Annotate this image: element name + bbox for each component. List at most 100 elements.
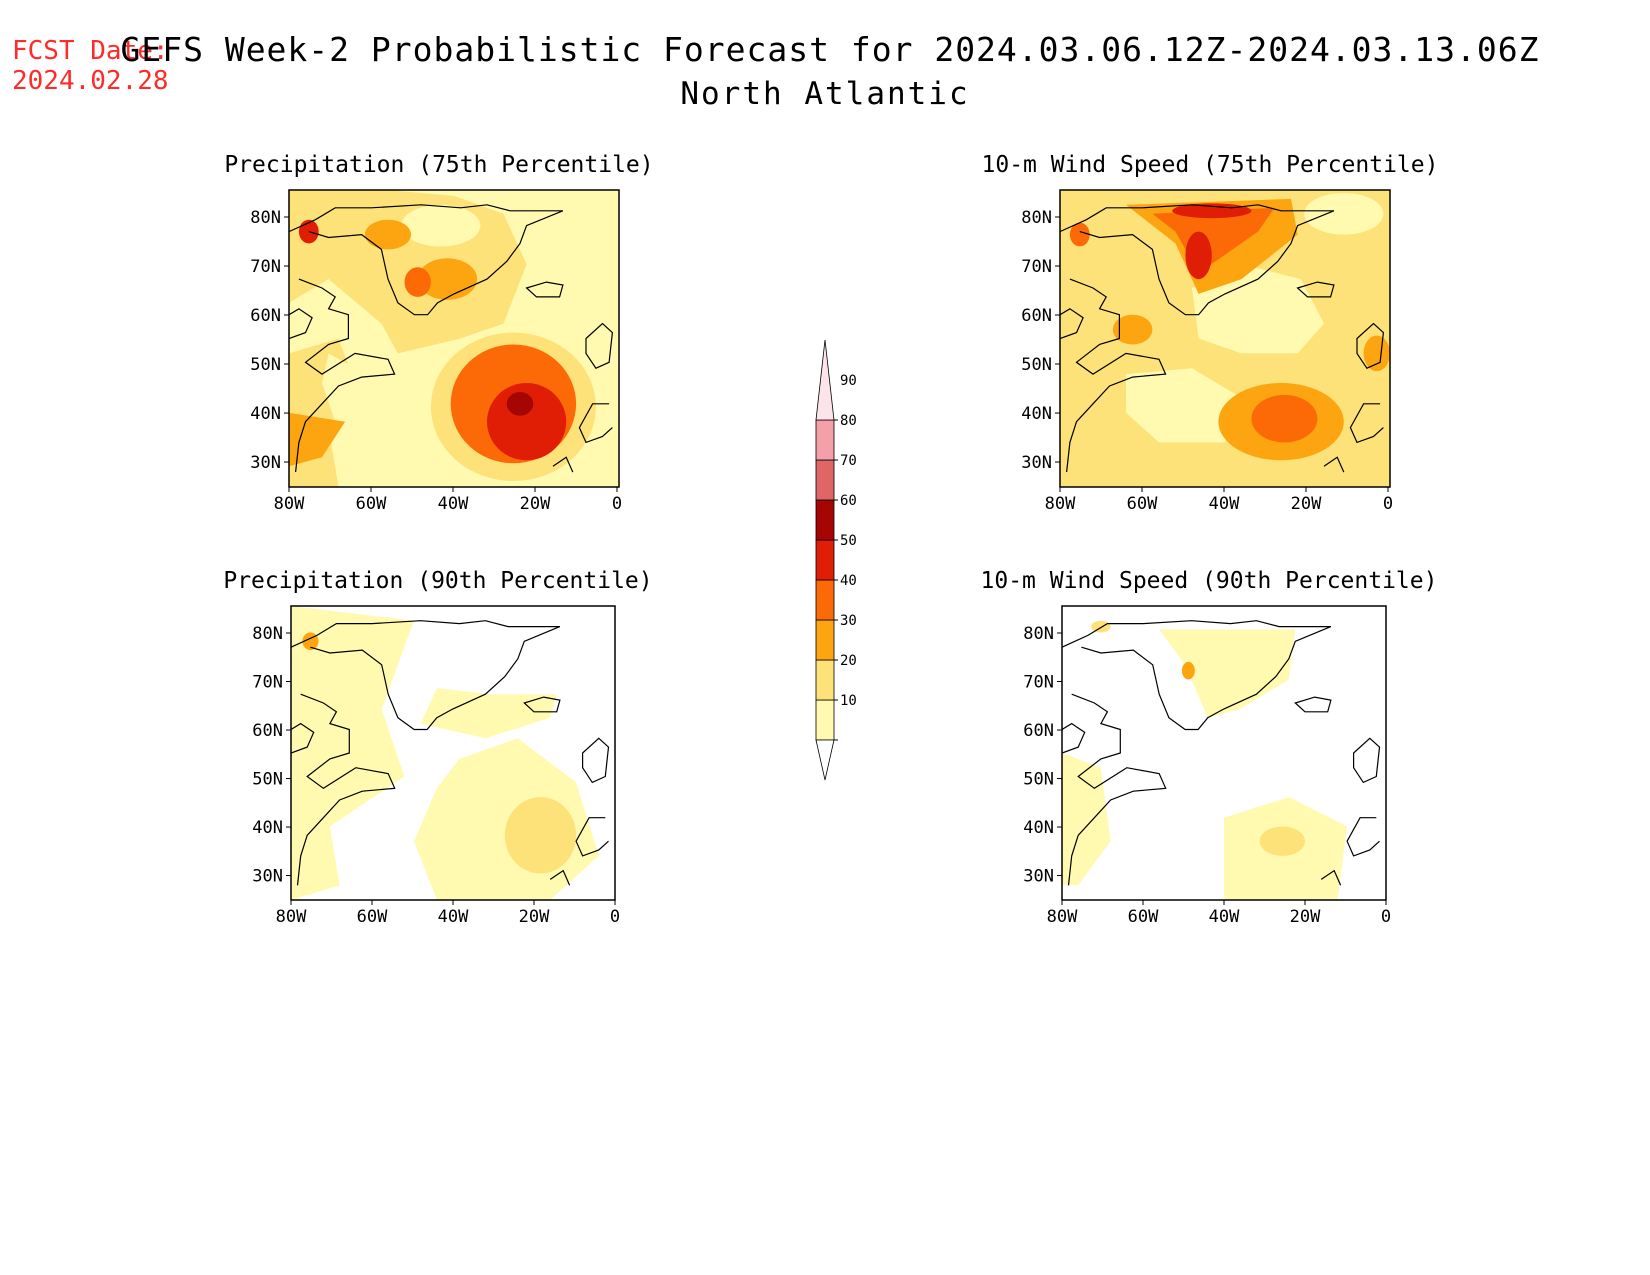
- lat-label: 80N: [252, 624, 283, 644]
- coastline: [1323, 456, 1345, 473]
- lon-label: 60W: [356, 494, 387, 514]
- lon-label: 40W: [1209, 494, 1240, 514]
- contour-fill: [291, 606, 415, 900]
- colorbar-swatch: [815, 499, 835, 541]
- probability-field: [289, 190, 619, 487]
- colorbar-swatch: [815, 739, 835, 781]
- colorbar-swatch: [815, 459, 835, 501]
- contour-fill: [298, 219, 319, 244]
- coastline: [1066, 278, 1167, 473]
- coastlines: [291, 620, 610, 886]
- contour-fill: [1251, 394, 1318, 443]
- lon-label: 0: [1383, 494, 1393, 514]
- contour-fill: [364, 219, 412, 250]
- contour-fill: [504, 797, 577, 874]
- lon-label: 40W: [1209, 907, 1240, 927]
- coastline: [585, 322, 614, 369]
- map-panel-4: 10-m Wind Speed (90th Percentile) 80N 70N 6…: [981, 568, 1438, 927]
- lon-label: 0: [610, 907, 620, 927]
- lat-label: 70N: [1021, 257, 1052, 277]
- lon-label: 20W: [1290, 907, 1321, 927]
- lat-label: 70N: [250, 257, 281, 277]
- contour-fill: [1152, 207, 1275, 274]
- coastline: [552, 456, 574, 473]
- coastline: [523, 696, 561, 713]
- lat-label: 30N: [250, 453, 281, 473]
- panel-title: Precipitation (90th Percentile): [223, 568, 652, 594]
- colorbar-label: 40: [840, 573, 857, 589]
- lon-label: 40W: [438, 494, 469, 514]
- coastlines: [289, 204, 614, 473]
- contour-fill: [1363, 335, 1390, 372]
- probability-field: [1062, 606, 1386, 900]
- fcst-date-value: 2024.02.28: [12, 66, 169, 96]
- coastline: [1346, 817, 1380, 857]
- lat-label: 60N: [1021, 306, 1052, 326]
- colorbar-label: 80: [840, 413, 857, 429]
- contour-fill: [401, 204, 481, 247]
- lat-label: 30N: [252, 867, 283, 887]
- coastline: [289, 204, 564, 316]
- coastline: [582, 737, 610, 784]
- contour-fill: [1091, 620, 1111, 633]
- colorbar-swatch: [815, 699, 835, 741]
- map-panel-2: 10-m Wind Speed (75th Percentile) 80N 70N 6…: [982, 152, 1439, 514]
- coastline: [296, 693, 396, 886]
- coastline: [1062, 620, 1332, 731]
- coastline: [1067, 693, 1167, 886]
- contour-fill: [1126, 368, 1242, 443]
- colorbar-label: 20: [840, 653, 857, 669]
- coastline: [1294, 696, 1332, 713]
- lat-label: 60N: [250, 306, 281, 326]
- contour-fill: [1172, 203, 1252, 219]
- probability-field: [1060, 190, 1390, 487]
- colorbar-label: 10: [840, 693, 857, 709]
- probability-field: [291, 606, 615, 900]
- lon-label: 60W: [1127, 494, 1158, 514]
- colorbar-label: 70: [840, 453, 857, 469]
- lon-label: 40W: [438, 907, 469, 927]
- lat-label: 60N: [1023, 721, 1054, 741]
- colorbar-swatch: [815, 619, 835, 661]
- contour-fill: [1159, 629, 1296, 718]
- figure-subtitle: North Atlantic: [680, 76, 970, 112]
- lon-label: 80W: [1047, 907, 1078, 927]
- coastlines: [1062, 620, 1381, 886]
- contour-fill: [506, 391, 534, 416]
- contour-fill: [404, 267, 431, 297]
- panel-title: 10-m Wind Speed (75th Percentile): [982, 152, 1439, 178]
- colorbar-label: 50: [840, 533, 857, 549]
- coastline: [1356, 322, 1385, 369]
- lon-label: 60W: [1128, 907, 1159, 927]
- colorbar-swatch: [815, 539, 835, 581]
- coastline: [1060, 308, 1084, 340]
- fcst-date-heading: FCST Date:: [12, 36, 169, 66]
- lat-label: 40N: [1021, 404, 1052, 424]
- lon-label: 20W: [520, 494, 551, 514]
- lat-label: 50N: [1021, 355, 1052, 375]
- coastline: [1062, 722, 1086, 754]
- coastline: [1349, 403, 1384, 444]
- coastline: [295, 278, 396, 473]
- colorbar-swatch: [815, 339, 835, 421]
- lat-label: 50N: [252, 770, 283, 790]
- coastline: [1353, 737, 1381, 784]
- coastline: [1296, 281, 1335, 298]
- colorbar-swatch: [815, 579, 835, 621]
- coastline: [291, 722, 315, 754]
- colorbar-label: 30: [840, 613, 857, 629]
- lon-label: 80W: [1045, 494, 1076, 514]
- lat-label: 60N: [252, 721, 283, 741]
- contour-fill: [1304, 192, 1384, 235]
- colorbar-label: 90: [840, 373, 857, 389]
- lat-label: 40N: [250, 404, 281, 424]
- lon-label: 80W: [276, 907, 307, 927]
- lon-label: 20W: [1291, 494, 1322, 514]
- coastline: [1320, 869, 1342, 886]
- panel-title: 10-m Wind Speed (90th Percentile): [981, 568, 1438, 594]
- coastline: [289, 308, 313, 340]
- lat-label: 40N: [252, 818, 283, 838]
- lat-label: 80N: [1023, 624, 1054, 644]
- contour-fill: [1185, 231, 1212, 280]
- lon-label: 20W: [519, 907, 550, 927]
